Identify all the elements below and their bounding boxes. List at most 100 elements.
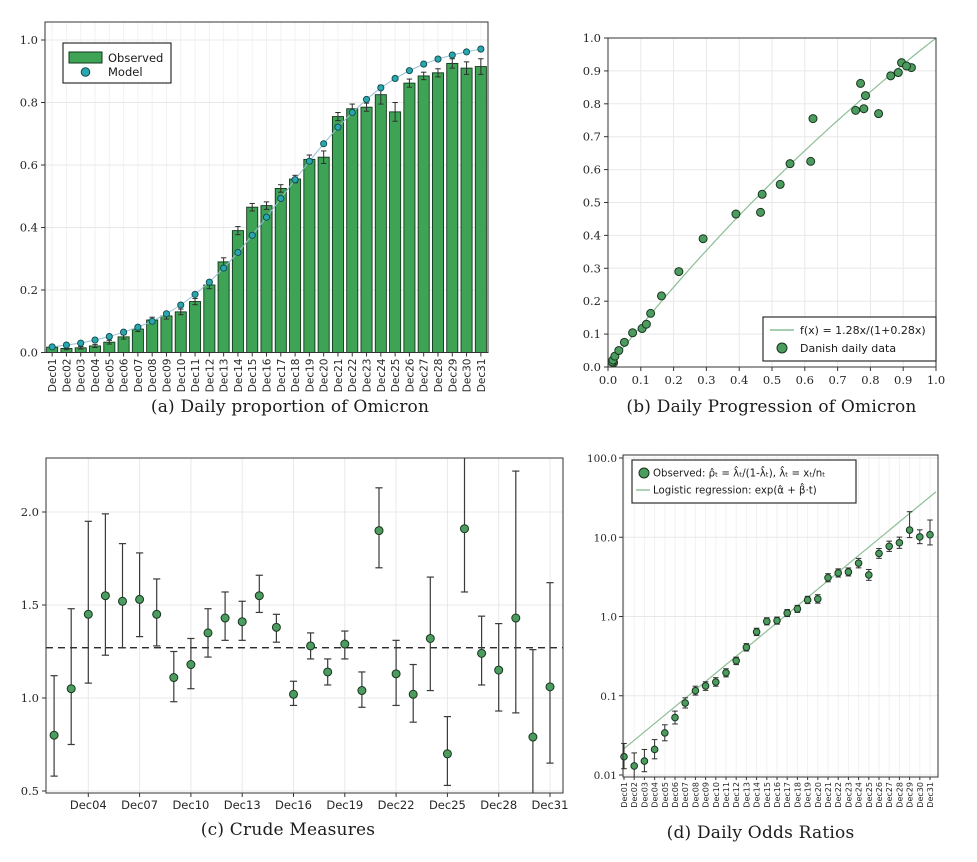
data-point xyxy=(620,752,628,761)
y-tick-label: 0.1 xyxy=(583,327,601,341)
legend-label-observed: Observed xyxy=(108,51,163,65)
data-point xyxy=(254,591,264,601)
data-point xyxy=(661,729,669,737)
x-tick-label: Dec04 xyxy=(70,798,107,812)
y-tick-label: 1.0 xyxy=(583,31,601,45)
legend-swatch-observed xyxy=(68,51,103,64)
bar-observed xyxy=(146,319,159,353)
y-tick-label: 0.8 xyxy=(20,96,38,110)
x-tick-label: Dec16 xyxy=(275,798,312,812)
data-point xyxy=(374,526,384,536)
plot-frame xyxy=(45,457,564,794)
data-point xyxy=(859,104,869,114)
x-tick-label: Dec14 xyxy=(753,782,762,808)
data-point xyxy=(528,732,538,742)
data-point xyxy=(854,559,863,567)
x-tick-label: 0.3 xyxy=(697,373,715,387)
data-point xyxy=(640,757,649,765)
y-tick-label: 0.0 xyxy=(583,360,601,374)
x-tick-label: 0.9 xyxy=(894,373,912,387)
x-tick-label: Dec31 xyxy=(476,359,488,393)
data-point xyxy=(619,337,629,347)
x-tick-label: 0.6 xyxy=(796,373,814,387)
data-point xyxy=(803,596,812,604)
x-tick-label: Dec22 xyxy=(834,782,843,808)
y-tick-label: 0.6 xyxy=(583,163,601,177)
x-tick-label: Dec19 xyxy=(804,782,813,808)
y-tick-label: 0.4 xyxy=(20,221,38,235)
x-tick-label: Dec19 xyxy=(326,798,363,812)
data-point xyxy=(83,609,93,619)
data-point xyxy=(856,78,866,88)
data-point xyxy=(641,319,651,329)
bar-observed xyxy=(460,67,473,353)
data-point xyxy=(169,673,179,683)
data-point xyxy=(722,668,730,677)
data-point xyxy=(834,569,843,577)
x-tick-label: Dec28 xyxy=(895,782,904,808)
model-dot xyxy=(205,278,213,286)
model-dot xyxy=(391,74,399,82)
x-tick-label: 0.8 xyxy=(861,373,879,387)
data-point xyxy=(763,617,771,626)
data-point xyxy=(237,617,247,627)
bar-observed xyxy=(131,328,144,353)
data-point xyxy=(152,609,162,619)
x-tick-label: Dec30 xyxy=(916,782,925,808)
model-dot xyxy=(234,248,242,257)
bar-observed xyxy=(217,261,230,353)
model-dot xyxy=(477,45,485,53)
bar-observed xyxy=(346,108,359,353)
legend-swatch-observed xyxy=(638,467,650,479)
data-point xyxy=(357,686,367,696)
x-tick-label: Dec07 xyxy=(681,782,690,808)
bar-observed xyxy=(431,72,444,353)
data-point xyxy=(100,591,110,601)
x-tick-label: Dec01 xyxy=(620,782,629,808)
x-tick-label: Dec13 xyxy=(224,798,261,812)
model-dot xyxy=(448,51,456,59)
x-tick-label: 0.4 xyxy=(730,373,748,387)
model-dot xyxy=(348,108,356,117)
model-dot xyxy=(420,60,428,68)
data-point xyxy=(494,665,504,675)
bar-observed xyxy=(174,311,187,353)
model-dot xyxy=(177,301,185,309)
x-tick-label: Dec02 xyxy=(630,782,639,808)
x-tick-label: Dec17 xyxy=(276,359,288,393)
x-tick-label: Dec10 xyxy=(176,359,188,393)
x-tick-label: Dec25 xyxy=(865,782,874,808)
data-point xyxy=(916,533,924,541)
data-point xyxy=(66,684,76,694)
data-point xyxy=(691,686,700,695)
data-point xyxy=(460,524,469,534)
x-tick-label: Dec07 xyxy=(133,359,145,393)
model-dot xyxy=(134,323,142,331)
y-tick-label: 2.0 xyxy=(21,505,39,519)
data-point xyxy=(628,328,638,338)
x-tick-label: Dec03 xyxy=(640,782,649,808)
data-point xyxy=(656,291,666,301)
model-dot xyxy=(262,213,271,221)
y-tick-label: 1.0 xyxy=(21,691,39,705)
x-tick-label: Dec10 xyxy=(172,798,209,812)
x-tick-label: Dec17 xyxy=(783,782,792,808)
y-tick-label: 0.2 xyxy=(20,283,38,297)
x-tick-label: Dec12 xyxy=(732,782,741,808)
x-tick-label: Dec15 xyxy=(247,359,259,393)
x-tick-label: Dec10 xyxy=(712,782,721,808)
model-dot xyxy=(463,48,471,56)
model-dot xyxy=(377,84,385,92)
model-dot xyxy=(191,290,199,298)
x-tick-label: Dec13 xyxy=(742,782,751,808)
data-point xyxy=(844,568,853,576)
x-tick-label: 0.1 xyxy=(632,373,650,387)
y-tick-label: 0.01 xyxy=(594,770,617,782)
x-tick-label: 0.2 xyxy=(664,373,682,387)
x-tick-label: Dec27 xyxy=(885,782,894,808)
data-point xyxy=(731,209,741,219)
y-tick-label: 0.8 xyxy=(583,97,601,111)
